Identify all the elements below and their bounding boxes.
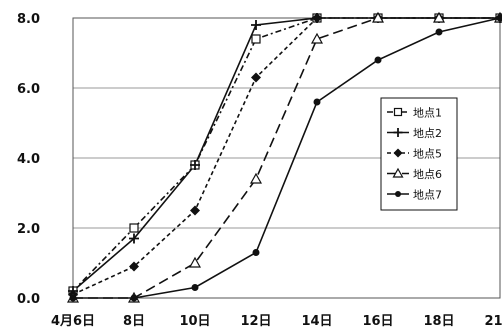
data-point-marker	[251, 72, 261, 83]
legend-label: 地点1	[413, 107, 442, 120]
data-point-marker	[129, 233, 139, 244]
legend-label: 地点7	[413, 189, 442, 202]
data-point-marker	[129, 223, 139, 233]
data-point-marker	[392, 167, 404, 178]
series-lines	[72, 17, 501, 299]
data-point-marker	[371, 11, 385, 23]
y-tick-label: 0.0	[17, 292, 40, 307]
legend-label: 地点6	[413, 168, 442, 181]
x-tick-label: 14日	[301, 314, 332, 329]
data-point-marker	[432, 11, 446, 23]
data-point-marker	[310, 32, 324, 44]
data-point-marker	[312, 13, 322, 23]
data-point-marker	[496, 14, 502, 22]
x-tick-label: 21日	[484, 314, 502, 329]
data-point-marker	[190, 205, 200, 216]
x-axis-tick-labels: 4月6日 8日 10日 12日 14日 16日 18日 21日	[51, 314, 502, 329]
data-point-marker	[188, 256, 202, 268]
x-tick-label: 12日	[240, 314, 271, 329]
y-tick-label: 8.0	[17, 12, 40, 27]
data-point-marker	[191, 284, 199, 291]
plot-area	[72, 17, 501, 299]
data-point-marker	[395, 191, 401, 197]
data-point-marker	[249, 172, 263, 184]
data-point-marker	[251, 20, 261, 30]
data-point-marker	[393, 107, 403, 117]
data-point-marker	[393, 148, 403, 158]
data-point-marker	[313, 98, 321, 106]
series-markers	[66, 11, 502, 303]
data-point-marker	[374, 56, 382, 64]
x-tick-label: 10日	[179, 314, 210, 329]
data-point-marker	[190, 160, 200, 170]
legend-label: 地点2	[413, 127, 442, 140]
x-tick-label: 16日	[362, 314, 393, 329]
legend-box	[380, 97, 458, 211]
data-point-marker	[251, 34, 261, 44]
legend-label: 地点5	[413, 148, 442, 161]
series-line-5	[73, 17, 501, 299]
data-point-marker	[129, 261, 139, 272]
series-line-4	[73, 17, 500, 299]
data-point-marker	[130, 294, 138, 302]
data-point-marker	[69, 294, 77, 302]
y-axis-tick-labels: 0.0 2.0 4.0 6.0 8.0	[17, 12, 40, 307]
legend: 地点1 地点2 地点5 地点6 地点7	[380, 97, 458, 211]
y-tick-label: 2.0	[17, 222, 40, 237]
x-tick-label: 4月6日	[51, 314, 95, 329]
data-point-marker	[393, 128, 403, 137]
x-tick-label: 8日	[123, 314, 145, 329]
data-point-marker	[435, 28, 443, 36]
x-tick-label: 18日	[423, 314, 454, 329]
data-point-marker	[252, 249, 260, 256]
y-tick-label: 6.0	[17, 82, 40, 97]
y-tick-label: 4.0	[17, 152, 40, 167]
